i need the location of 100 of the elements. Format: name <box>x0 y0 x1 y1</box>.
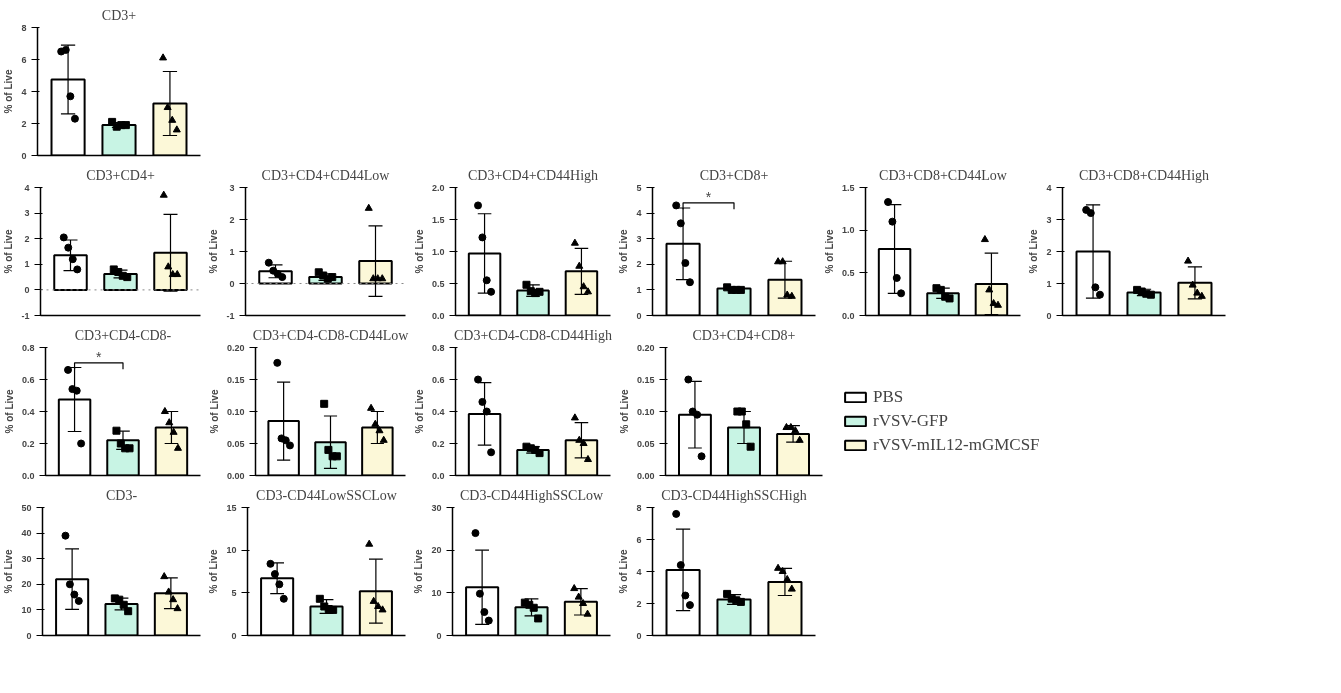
y-axis-title: % of Live <box>413 549 425 594</box>
chart-title: CD3+CD4+CD44Low <box>261 167 391 183</box>
y-tick-label: 1.0 <box>841 225 855 236</box>
y-tick-label: 20 <box>21 579 32 590</box>
chart-title: CD3+ <box>101 7 137 23</box>
y-tick-label: 0.0 <box>431 310 445 321</box>
chart-title: CD3- <box>105 487 138 503</box>
y-tick-label: 0.00 <box>636 470 655 481</box>
y-axis-title: % of Live <box>413 389 425 434</box>
chart-title: CD3+CD4-CD8-CD44High <box>453 327 613 343</box>
y-tick-label: 0.10 <box>226 406 245 417</box>
y-axis-title: % of Live <box>618 229 630 274</box>
y-tick-label: 0 <box>436 630 442 641</box>
y-tick-label: 0.8 <box>21 342 35 353</box>
y-tick-label: 0.4 <box>431 406 445 417</box>
y-axis-title: % of Live <box>3 229 15 274</box>
annotation: * <box>705 188 712 205</box>
y-axis-title: % of Live <box>618 389 630 434</box>
annotation: * <box>96 348 103 365</box>
y-tick-label: 8 <box>21 22 27 33</box>
y-tick-label: 1.0 <box>431 246 445 257</box>
y-tick-label: 1.5 <box>431 214 445 225</box>
y-tick-label: 10 <box>226 545 237 556</box>
y-axis-title: % of Live <box>823 229 835 274</box>
y-tick-label: 1 <box>229 246 235 257</box>
chart-title: CD3+CD8+CD44High <box>1078 167 1210 183</box>
y-tick-label: 3 <box>24 208 30 219</box>
chart-title: CD3-CD44HighSSCHigh <box>661 487 807 503</box>
y-tick-label: 1 <box>636 284 642 295</box>
y-tick-label: 30 <box>431 502 442 513</box>
y-tick-label: 0.2 <box>431 438 445 449</box>
chart-title: CD3+CD4-CD8-CD44Low <box>252 327 410 343</box>
chart-title: CD3+CD8+CD44Low <box>879 167 1008 183</box>
y-tick-label: 5 <box>231 587 237 598</box>
y-tick-label: 2.0 <box>431 182 445 193</box>
y-tick-label: 0.0 <box>841 310 855 321</box>
y-tick-label: 4 <box>636 208 642 219</box>
chart-title: CD3+CD8+ <box>699 167 769 183</box>
y-axis-title: % of Live <box>1028 229 1040 274</box>
y-tick-label: 2 <box>21 118 27 129</box>
y-tick-label: 4 <box>1046 182 1052 193</box>
y-axis-title: % of Live <box>208 549 220 594</box>
y-tick-label: 30 <box>21 553 32 564</box>
y-tick-label: 0.0 <box>431 470 445 481</box>
legend-label: rVSV-mIL12-mGMCSF <box>873 435 1040 455</box>
y-tick-label: 2 <box>636 598 642 609</box>
y-tick-label: 0 <box>636 630 642 641</box>
y-tick-label: 0 <box>21 150 27 161</box>
y-tick-label: 2 <box>24 233 30 244</box>
y-tick-label: 0.8 <box>431 342 445 353</box>
y-tick-label: 2 <box>229 214 235 225</box>
y-tick-label: 40 <box>21 528 32 539</box>
y-tick-label: 3 <box>1046 214 1052 225</box>
y-tick-label: 6 <box>636 534 642 545</box>
y-axis-title: % of Live <box>3 69 15 114</box>
y-axis-title: % of Live <box>3 549 15 594</box>
y-tick-label: 0 <box>231 630 237 641</box>
chart-title: CD3+CD4+CD8+ <box>692 327 796 343</box>
y-tick-label: 3 <box>636 233 642 244</box>
y-tick-label: 1 <box>1046 278 1052 289</box>
y-tick-label: 0 <box>24 284 30 295</box>
legend-label: PBS <box>873 387 904 407</box>
y-tick-label: 0 <box>229 278 235 289</box>
y-tick-label: 0.0 <box>21 470 35 481</box>
y-tick-label: 1 <box>24 259 30 270</box>
y-tick-label: 4 <box>24 182 30 193</box>
y-tick-label: 0.5 <box>431 278 445 289</box>
y-tick-label: 4 <box>21 86 27 97</box>
y-tick-label: 15 <box>226 502 237 513</box>
y-tick-label: -1 <box>226 310 235 321</box>
y-tick-label: 0.15 <box>226 374 245 385</box>
y-tick-label: 2 <box>1046 246 1052 257</box>
y-tick-label: 0 <box>636 310 642 321</box>
y-tick-label: -1 <box>21 310 30 321</box>
y-tick-label: 50 <box>21 502 32 513</box>
y-tick-label: 0.5 <box>841 267 855 278</box>
y-tick-label: 8 <box>636 502 642 513</box>
chart-title: CD3-CD44HighSSCLow <box>459 487 604 503</box>
y-tick-label: 0.6 <box>21 374 35 385</box>
y-tick-label: 1.5 <box>841 182 855 193</box>
chart-title: CD3+CD4+CD44High <box>467 167 599 183</box>
y-tick-label: 6 <box>21 54 27 65</box>
y-tick-label: 10 <box>21 604 32 615</box>
y-tick-label: 0.20 <box>226 342 245 353</box>
chart-title: CD3+CD4-CD8- <box>74 327 172 343</box>
y-tick-label: 3 <box>229 182 235 193</box>
y-tick-label: 0.15 <box>636 374 655 385</box>
y-tick-label: 0.05 <box>636 438 655 449</box>
y-axis-title: % of Live <box>3 389 15 434</box>
y-tick-label: 0 <box>1046 310 1052 321</box>
legend-label: rVSV-GFP <box>873 411 948 431</box>
y-axis-title: % of Live <box>208 389 220 434</box>
y-tick-label: 0.6 <box>431 374 445 385</box>
y-tick-label: 0.2 <box>21 438 35 449</box>
y-tick-label: 2 <box>636 259 642 270</box>
y-tick-label: 5 <box>636 182 642 193</box>
y-axis-title: % of Live <box>208 229 220 274</box>
y-tick-label: 0.20 <box>636 342 655 353</box>
y-axis-title: % of Live <box>413 229 425 274</box>
y-tick-label: 0.05 <box>226 438 245 449</box>
